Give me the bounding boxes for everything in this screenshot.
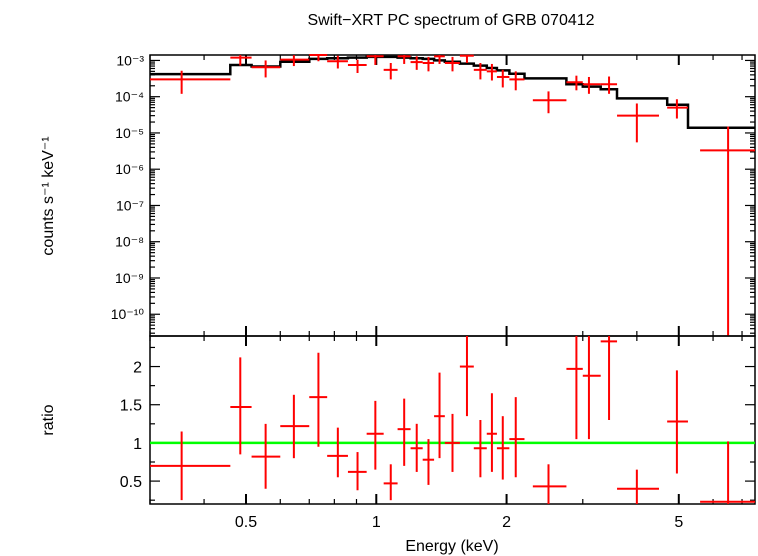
ratio-data-point (230, 357, 252, 455)
spectrum-data-point (347, 59, 367, 74)
ratio-data-point (617, 469, 659, 504)
spectrum-data-point (486, 63, 497, 81)
spectrum-y-ticks: 10⁻³ 10⁻⁴ 10⁻⁵ 10⁻⁶ 10⁻⁷ 10⁻⁸ 10⁻⁹ 10⁻¹⁰ (111, 52, 755, 334)
ratio-y-ticks: 0.5 1 1.5 2 (120, 346, 755, 501)
spectrum-data-point (444, 56, 460, 72)
spectrum-data-point (150, 70, 231, 94)
spectrum-data-point (383, 62, 398, 80)
spectrum-data-point (309, 54, 328, 62)
model-curve (150, 55, 755, 129)
spectrum-data-point (600, 76, 618, 94)
spectrum-data-point (566, 75, 583, 91)
ratio-data-point (667, 370, 688, 474)
y-tick-label: 10⁻⁹ (115, 270, 144, 286)
ratio-data-point (366, 400, 384, 470)
x-tick-label: 5 (674, 514, 683, 531)
ratio-data-point (486, 393, 497, 472)
ratio-data-point (444, 413, 460, 472)
spectrum-y-label: counts s⁻¹ keV⁻¹ (40, 136, 57, 255)
ratio-panel-frame (149, 335, 756, 505)
y-tick-label: 10⁻¹⁰ (111, 306, 145, 322)
ratio-tick-label: 1.5 (120, 398, 142, 415)
spectrum-data-point (532, 91, 567, 114)
spectrum-data-point (422, 56, 435, 72)
x-axis-label: Energy (keV) (405, 538, 498, 555)
spectrum-data-point (434, 55, 445, 64)
chart-title: Swift−XRT PC spectrum of GRB 070412 (307, 12, 594, 29)
ratio-series (150, 336, 755, 504)
x-tick-labels: 0.5 1 2 5 (235, 514, 683, 531)
ratio-data-point (473, 420, 487, 478)
ratio-data-point (347, 452, 367, 491)
ratio-data-point (422, 439, 435, 485)
y-tick-label: 10⁻⁴ (115, 89, 144, 105)
ratio-tick-label: 2 (133, 360, 142, 377)
spectrum-data-point (410, 56, 423, 70)
y-tick-label: 10⁻⁷ (116, 197, 144, 213)
ratio-data-point (532, 464, 567, 504)
ratio-data-point (280, 394, 310, 459)
spectrum-data-point (667, 99, 688, 119)
spectrum-data-point (700, 126, 755, 336)
y-tick-label: 10⁻⁵ (115, 125, 144, 141)
spectrum-data-point (251, 60, 281, 78)
spectrum-data-point (496, 69, 510, 88)
ratio-data-point (383, 464, 398, 501)
ratio-data-point (327, 427, 348, 478)
ratio-data-point (251, 423, 281, 489)
spectrum-data-point (473, 62, 487, 80)
ratio-data-point (397, 398, 411, 466)
spectrum-data-point (280, 55, 310, 67)
ratio-data-point (434, 372, 445, 459)
spectrum-data-point (509, 71, 525, 91)
spectrum-data-point (617, 103, 659, 143)
spectrum-panel: 10⁻³ 10⁻⁴ 10⁻⁵ 10⁻⁶ 10⁻⁷ 10⁻⁸ 10⁻⁹ 10⁻¹⁰ counts… (40, 52, 756, 337)
ratio-y-label: ratio (40, 404, 57, 435)
spectrum-x-ticks (149, 55, 743, 336)
ratio-panel: 0.5 1 1.5 2 ratio (40, 335, 756, 505)
spectrum-data-point (582, 76, 601, 94)
ratio-data-point (600, 336, 618, 420)
spectrum-series (150, 54, 755, 336)
ratio-data-point (309, 352, 328, 447)
spectrum-data-point (327, 55, 348, 69)
x-tick-label: 1 (372, 514, 381, 531)
ratio-data-point (509, 397, 525, 478)
spectrum-data-point (366, 55, 384, 65)
x-tick-label: 2 (502, 514, 511, 531)
ratio-tick-label: 1 (133, 436, 142, 453)
ratio-data-point (496, 416, 510, 480)
ratio-data-point (150, 431, 231, 501)
ratio-data-point (410, 423, 423, 472)
y-tick-label: 10⁻⁶ (115, 161, 144, 177)
ratio-x-ticks (149, 336, 743, 504)
ratio-data-point (582, 336, 601, 440)
spectrum-data-point (230, 55, 252, 66)
y-tick-label: 10⁻⁸ (115, 234, 144, 250)
y-tick-label: 10⁻³ (116, 52, 144, 68)
spectrum-data-point (459, 54, 474, 63)
ratio-data-point (566, 336, 583, 440)
x-tick-label: 0.5 (235, 514, 257, 531)
spectrum-data-point (397, 55, 411, 64)
ratio-data-point (459, 336, 474, 417)
ratio-tick-label: 0.5 (120, 474, 142, 491)
ratio-data-point (700, 441, 755, 504)
